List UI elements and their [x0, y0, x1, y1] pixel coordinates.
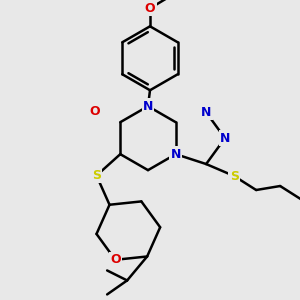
Text: S: S — [230, 169, 238, 182]
Text: O: O — [110, 253, 121, 266]
Text: O: O — [145, 2, 155, 15]
Text: S: S — [92, 169, 101, 182]
Text: O: O — [89, 105, 100, 118]
Text: N: N — [143, 100, 153, 113]
Text: N: N — [170, 148, 181, 161]
Text: N: N — [201, 106, 211, 119]
Text: N: N — [220, 132, 230, 145]
